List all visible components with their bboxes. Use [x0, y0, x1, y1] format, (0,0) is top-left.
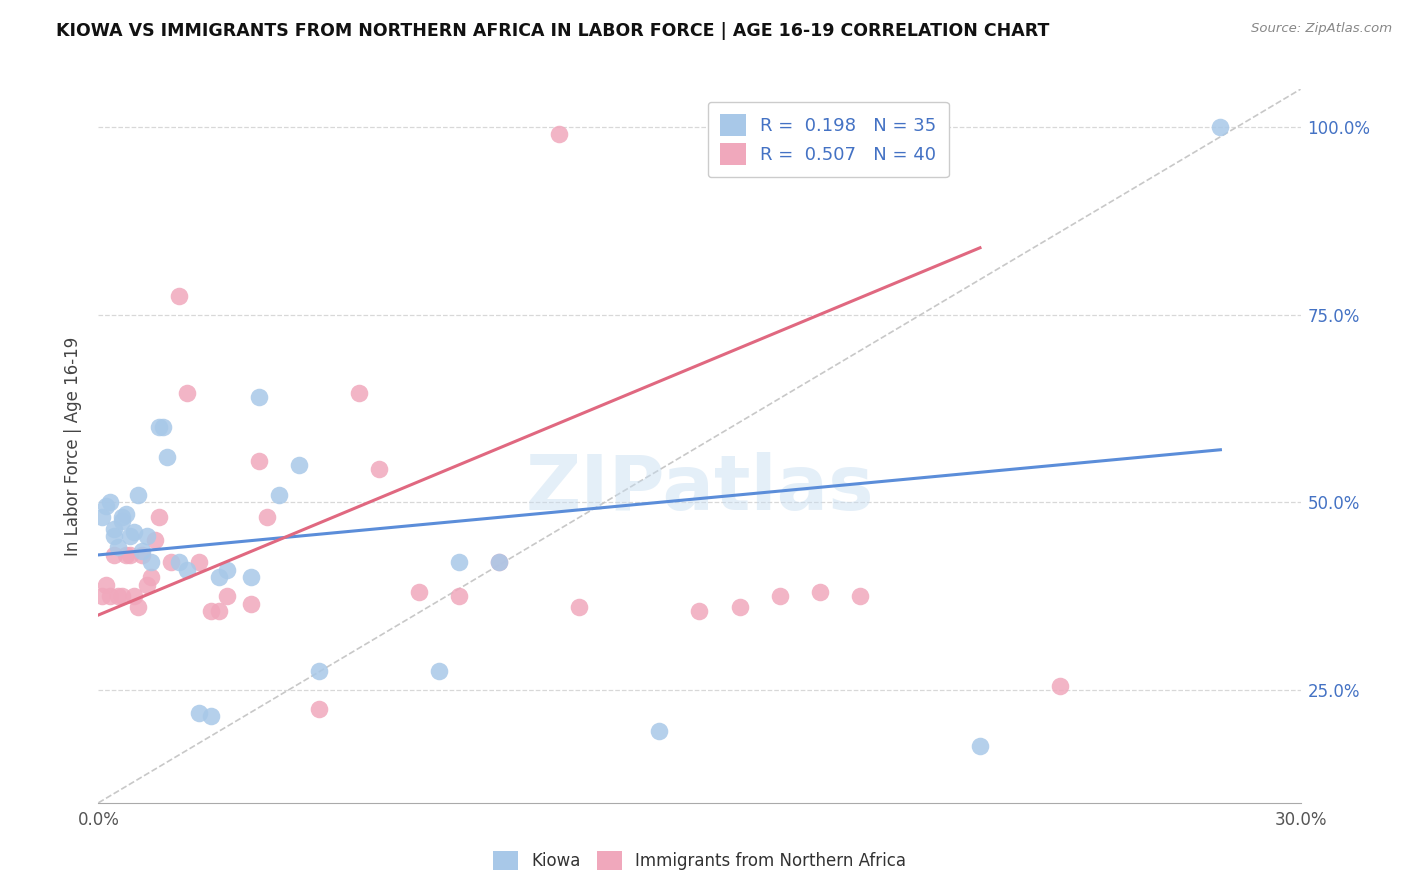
Point [488, 556, 510, 570]
Text: Source: ZipAtlas.com: Source: ZipAtlas.com [1251, 22, 1392, 36]
Point [111, 589, 134, 603]
Point [347, 386, 370, 401]
Point [308, 702, 330, 716]
Point [187, 706, 209, 720]
Point [103, 522, 125, 536]
Point [215, 563, 238, 577]
Point [111, 510, 134, 524]
Point [648, 724, 671, 739]
Point [148, 510, 170, 524]
Point [120, 529, 142, 543]
Point [288, 458, 311, 472]
Point [103, 548, 125, 562]
Point [427, 665, 450, 679]
Point [208, 604, 231, 618]
Point [135, 529, 157, 543]
Point [91, 589, 114, 603]
Point [256, 510, 278, 524]
Point [208, 570, 231, 584]
Point [131, 548, 153, 562]
Text: KIOWA VS IMMIGRANTS FROM NORTHERN AFRICA IN LABOR FORCE | AGE 16-19 CORRELATION : KIOWA VS IMMIGRANTS FROM NORTHERN AFRICA… [56, 22, 1050, 40]
Point [447, 589, 470, 603]
Point [115, 548, 138, 562]
Point [769, 589, 792, 603]
Point [167, 556, 190, 570]
Point [96, 578, 118, 592]
Point [689, 604, 711, 618]
Point [139, 570, 162, 584]
Point [176, 563, 198, 577]
Point [368, 461, 391, 475]
Point [115, 507, 138, 521]
Point [148, 420, 170, 434]
Point [215, 589, 238, 603]
Point [267, 488, 290, 502]
Point [91, 510, 114, 524]
Point [124, 589, 146, 603]
Point [155, 450, 177, 465]
Legend: Kiowa, Immigrants from Northern Africa: Kiowa, Immigrants from Northern Africa [486, 844, 912, 877]
Point [128, 488, 150, 502]
Point [808, 585, 831, 599]
Point [143, 533, 166, 547]
Point [139, 556, 162, 570]
Point [176, 386, 198, 401]
Point [100, 589, 122, 603]
Point [568, 600, 591, 615]
Point [239, 597, 262, 611]
Point [107, 541, 129, 555]
Text: ZIPatlas: ZIPatlas [526, 452, 873, 525]
Point [849, 589, 872, 603]
Point [96, 499, 118, 513]
Point [111, 514, 134, 528]
Point [200, 604, 222, 618]
Point [929, 120, 952, 134]
Y-axis label: In Labor Force | Age 16-19: In Labor Force | Age 16-19 [65, 336, 83, 556]
Point [488, 556, 510, 570]
Point [200, 709, 222, 723]
Point [247, 454, 270, 468]
Point [1209, 120, 1232, 134]
Point [728, 600, 751, 615]
Point [408, 585, 430, 599]
Point [131, 544, 153, 558]
Point [159, 556, 181, 570]
Point [247, 390, 270, 404]
Point [239, 570, 262, 584]
Point [969, 739, 991, 754]
Point [120, 548, 142, 562]
Point [187, 556, 209, 570]
Point [124, 525, 146, 540]
Point [128, 600, 150, 615]
Point [135, 578, 157, 592]
Point [167, 289, 190, 303]
Point [308, 665, 330, 679]
Point [1049, 679, 1071, 693]
Point [100, 495, 122, 509]
Point [447, 556, 470, 570]
Point [152, 420, 174, 434]
Point [107, 589, 129, 603]
Point [103, 529, 125, 543]
Point [548, 128, 571, 142]
